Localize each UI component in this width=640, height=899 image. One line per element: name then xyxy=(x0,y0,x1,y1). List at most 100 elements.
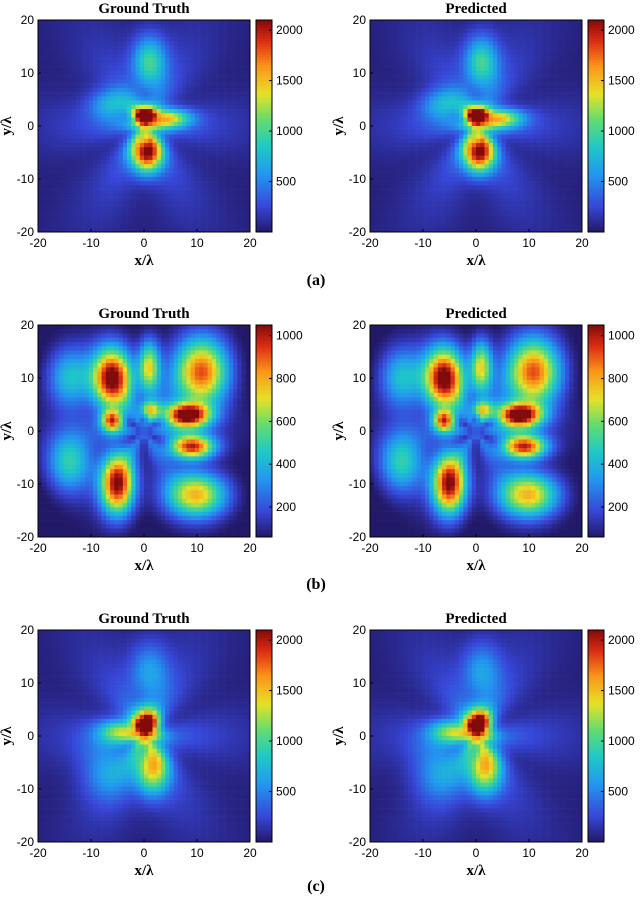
heatmap-cell xyxy=(237,62,242,67)
heatmap-cell xyxy=(220,109,225,114)
heatmap-cell xyxy=(543,172,549,178)
heatmap-cell xyxy=(152,96,158,101)
heatmap-cell xyxy=(105,104,111,110)
heatmap-cell xyxy=(50,193,56,199)
heatmap-cell xyxy=(186,70,191,76)
heatmap-cell xyxy=(420,70,426,76)
heatmap-cell xyxy=(152,189,158,195)
heatmap-cell xyxy=(437,176,443,182)
colorbar-step xyxy=(256,118,272,122)
heatmap-cell xyxy=(207,185,213,190)
heatmap-cell xyxy=(160,126,166,131)
heatmap-cell xyxy=(211,104,217,110)
heatmap-cell xyxy=(127,176,132,182)
heatmap-cell xyxy=(237,113,242,118)
heatmap-cell xyxy=(467,202,473,207)
heatmap-cell xyxy=(374,75,379,80)
heatmap-cell xyxy=(84,176,90,182)
heatmap-cell xyxy=(110,20,115,25)
heatmap-cell xyxy=(395,62,400,67)
heatmap-cell xyxy=(463,96,468,101)
heatmap-cell xyxy=(203,70,208,76)
heatmap-cell xyxy=(492,58,498,63)
heatmap-cell xyxy=(560,24,566,29)
heatmap-cell xyxy=(76,49,81,55)
heatmap-cell xyxy=(437,113,443,118)
heatmap-cell xyxy=(114,159,119,165)
heatmap-cell xyxy=(476,41,481,46)
heatmap-cell xyxy=(577,138,583,144)
heatmap-cell xyxy=(135,130,141,135)
heatmap-cell xyxy=(224,223,230,229)
heatmap-cell xyxy=(433,138,439,144)
heatmap-cell xyxy=(480,121,485,127)
heatmap-cell xyxy=(437,53,443,59)
heatmap-cell xyxy=(160,28,166,34)
heatmap-cell xyxy=(71,168,77,173)
heatmap-cell xyxy=(241,58,247,63)
heatmap-cell xyxy=(160,45,166,50)
heatmap-cell xyxy=(76,79,81,84)
heatmap-cell xyxy=(67,109,73,114)
heatmap-cell xyxy=(399,66,405,72)
heatmap-cell xyxy=(531,32,536,38)
heatmap-cell xyxy=(526,142,532,148)
heatmap-cell xyxy=(548,87,553,93)
heatmap-cell xyxy=(177,96,183,101)
heatmap-cell xyxy=(182,206,187,212)
heatmap-cell xyxy=(446,168,451,173)
heatmap-cell xyxy=(569,45,574,50)
heatmap-cell xyxy=(203,168,208,173)
heatmap-cell xyxy=(211,58,217,63)
heatmap-cell xyxy=(160,32,166,38)
heatmap-cell xyxy=(42,20,47,25)
heatmap-cell xyxy=(476,159,481,165)
heatmap-cell xyxy=(454,142,460,148)
heatmap-cell xyxy=(577,198,583,203)
heatmap-cell xyxy=(476,126,481,131)
heatmap-cell xyxy=(76,155,81,161)
heatmap-cell xyxy=(437,62,443,67)
heatmap-cell xyxy=(233,130,238,135)
heatmap-cell xyxy=(463,70,468,76)
heatmap-cell xyxy=(50,181,56,186)
heatmap-cell xyxy=(169,223,174,229)
heatmap-cell xyxy=(207,206,213,212)
heatmap-cell xyxy=(71,113,77,118)
heatmap-cell xyxy=(535,176,540,182)
heatmap-cell xyxy=(552,215,557,220)
heatmap-cell xyxy=(467,87,473,93)
heatmap-cell xyxy=(556,181,562,186)
heatmap-cell xyxy=(207,126,213,131)
heatmap-cell xyxy=(71,126,77,131)
heatmap-cell xyxy=(395,193,400,199)
heatmap-cell xyxy=(420,202,426,207)
heatmap-cell xyxy=(127,151,132,156)
heatmap-cell xyxy=(399,113,405,118)
heatmap-cell xyxy=(573,181,579,186)
heatmap-cell xyxy=(535,41,540,46)
heatmap-cell xyxy=(160,159,166,165)
heatmap-cell xyxy=(182,168,187,173)
heatmap-cell xyxy=(408,151,413,156)
heatmap-cell xyxy=(67,87,73,93)
heatmap-cell xyxy=(548,28,553,34)
heatmap-cell xyxy=(565,104,570,110)
heatmap-cell xyxy=(139,223,145,229)
heatmap-cell xyxy=(71,121,77,127)
heatmap-cell xyxy=(391,164,396,169)
heatmap-cell xyxy=(42,62,47,67)
heatmap-cell xyxy=(382,28,388,34)
heatmap-cell xyxy=(488,172,494,178)
heatmap-cell xyxy=(573,70,579,76)
heatmap-cell xyxy=(199,53,204,59)
heatmap-cell xyxy=(476,87,481,93)
heatmap-cell xyxy=(378,49,384,55)
heatmap-cell xyxy=(199,227,204,233)
heatmap-cell xyxy=(433,32,439,38)
heatmap-cell xyxy=(412,45,417,50)
heatmap-cell xyxy=(420,87,426,93)
heatmap-cell xyxy=(114,96,119,101)
heatmap-cell xyxy=(526,79,532,84)
heatmap-cell xyxy=(127,126,132,131)
